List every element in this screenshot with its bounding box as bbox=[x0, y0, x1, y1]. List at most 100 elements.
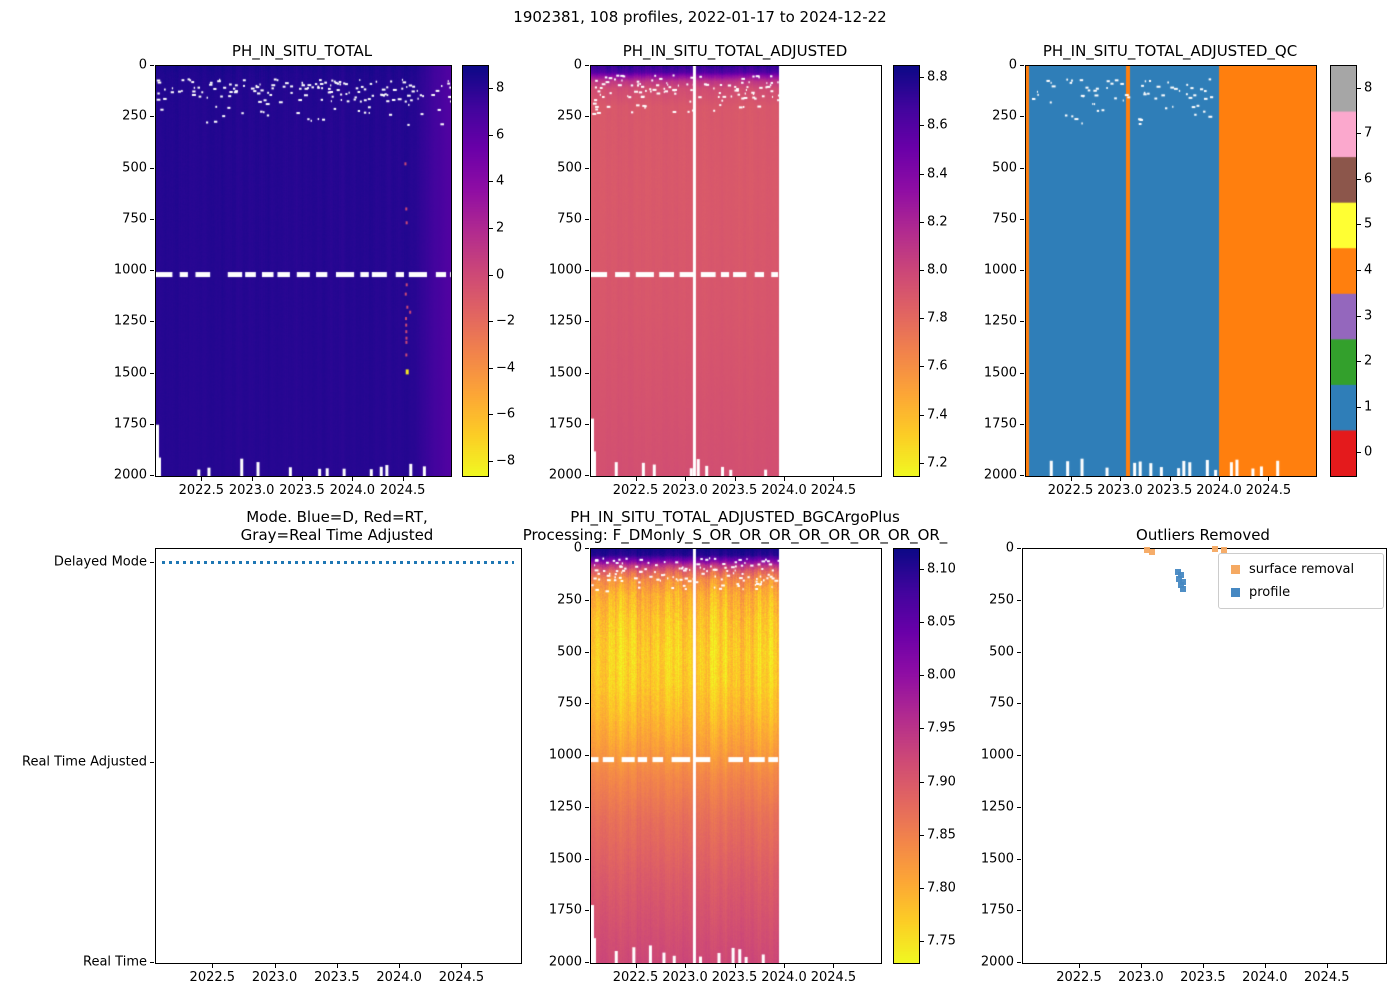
y-tick bbox=[1020, 423, 1024, 425]
bgc-colorbar-gradient bbox=[894, 549, 919, 963]
x-tick bbox=[1268, 477, 1270, 481]
outlier-point bbox=[1212, 546, 1219, 553]
colorbar-tick-label: 2 bbox=[496, 220, 505, 236]
ph-adjusted-colorbar-gradient bbox=[894, 66, 919, 476]
colorbar-tick-label: 8.4 bbox=[927, 166, 948, 182]
surface-removal-marker bbox=[1231, 565, 1240, 574]
colorbar-tick bbox=[1357, 133, 1361, 135]
colorbar-tick bbox=[920, 834, 924, 836]
outlier-point bbox=[1149, 548, 1156, 555]
y-tick-label: 0 bbox=[573, 57, 582, 73]
x-tick bbox=[461, 964, 463, 968]
x-tick-label: 2024.5 bbox=[810, 483, 857, 498]
y-tick bbox=[585, 372, 589, 374]
x-tick bbox=[251, 477, 253, 481]
y-tick bbox=[585, 651, 589, 653]
outlier-point bbox=[1180, 586, 1187, 593]
title-qc: PH_IN_SITU_TOTAL_ADJUSTED_QC bbox=[1042, 42, 1298, 60]
y-tick bbox=[585, 703, 589, 705]
y-tick bbox=[585, 167, 589, 169]
x-tick-label: 2023.5 bbox=[1180, 970, 1226, 985]
colorbar-tick-label: 8.10 bbox=[927, 561, 956, 577]
legend: surface removal profile bbox=[1218, 553, 1384, 609]
mode-category-label: Real Time Adjusted bbox=[22, 754, 147, 770]
colorbar-tick bbox=[489, 321, 493, 323]
y-tick bbox=[150, 321, 154, 323]
colorbar-tick-label: 8 bbox=[1364, 80, 1373, 96]
colorbar-tick-label: 7.90 bbox=[927, 774, 956, 790]
colorbar-tick bbox=[489, 461, 493, 463]
colorbar-tick bbox=[489, 228, 493, 230]
x-tick bbox=[833, 477, 835, 481]
colorbar-tick-label: −4 bbox=[496, 360, 516, 376]
colorbar-tick bbox=[1357, 87, 1361, 89]
colorbar-tick bbox=[1357, 361, 1361, 363]
legend-label-surface-removal: surface removal bbox=[1249, 562, 1355, 577]
y-tick bbox=[1020, 372, 1024, 374]
x-tick bbox=[1070, 477, 1072, 481]
y-tick-label: 750 bbox=[557, 211, 582, 227]
colorbar-tick-label: 7.4 bbox=[927, 407, 948, 423]
outlier-point bbox=[1144, 546, 1151, 553]
y-tick-label: 1000 bbox=[983, 262, 1017, 278]
colorbar-tick-label: 7.95 bbox=[927, 720, 956, 736]
title-bgc-line1: PH_IN_SITU_TOTAL_ADJUSTED_BGCArgoPlus bbox=[570, 508, 900, 526]
colorbar-tick-label: 6 bbox=[496, 127, 505, 143]
y-tick bbox=[1020, 116, 1024, 118]
x-tick bbox=[1264, 964, 1266, 968]
colorbar-tick-label: 8 bbox=[496, 80, 505, 96]
y-tick-label: 1500 bbox=[983, 365, 1017, 380]
y-tick bbox=[1017, 599, 1021, 601]
y-tick bbox=[1020, 321, 1024, 323]
mode-y-tick bbox=[150, 562, 154, 564]
colorbar-tick-label: −8 bbox=[496, 453, 516, 469]
x-tick bbox=[1120, 477, 1122, 481]
x-tick-label: 2023.5 bbox=[711, 483, 758, 498]
x-tick bbox=[783, 964, 785, 968]
x-tick-label: 2024.5 bbox=[438, 970, 485, 985]
y-tick bbox=[150, 167, 154, 169]
colorbar-tick-label: 8.8 bbox=[927, 69, 948, 85]
y-tick-label: 1750 bbox=[548, 902, 582, 918]
colorbar-bgc bbox=[893, 548, 920, 964]
y-tick-label: 750 bbox=[557, 695, 582, 711]
colorbar-tick-label: 6 bbox=[1364, 171, 1373, 187]
colorbar-tick-label: 8.0 bbox=[927, 262, 948, 278]
colorbar-tick bbox=[920, 125, 924, 127]
qc-heatmap bbox=[1026, 66, 1316, 476]
y-tick-label: 500 bbox=[122, 160, 147, 175]
x-tick-label: 2023.0 bbox=[228, 483, 275, 498]
x-tick-label: 2023.0 bbox=[251, 970, 298, 985]
y-tick bbox=[585, 755, 589, 756]
x-tick bbox=[399, 964, 401, 968]
y-tick bbox=[585, 218, 589, 220]
colorbar-tick-label: 7.75 bbox=[927, 933, 956, 949]
legend-item-profile: profile bbox=[1231, 585, 1371, 600]
colorbar-tick-label: 4 bbox=[496, 173, 505, 189]
colorbar-ph-raw bbox=[462, 65, 489, 477]
legend-label-profile: profile bbox=[1249, 585, 1291, 600]
ph-raw-heatmap bbox=[156, 66, 451, 476]
colorbar-tick-label: 2 bbox=[1364, 353, 1373, 369]
y-tick bbox=[585, 806, 589, 808]
x-tick bbox=[274, 964, 276, 968]
y-tick-label: 2000 bbox=[983, 467, 1017, 483]
colorbar-tick bbox=[489, 414, 493, 416]
y-tick-label: 1250 bbox=[113, 313, 147, 329]
y-tick-label: 1000 bbox=[113, 262, 147, 278]
x-tick-label: 2022.5 bbox=[612, 483, 659, 498]
colorbar-tick bbox=[920, 728, 924, 730]
colorbar-tick-label: 8.00 bbox=[927, 667, 956, 683]
mode-category-label: Delayed Mode bbox=[53, 554, 147, 570]
y-tick-label: 1750 bbox=[980, 902, 1014, 918]
y-tick-label: 2000 bbox=[548, 467, 582, 483]
colorbar-qc bbox=[1330, 65, 1357, 477]
y-tick bbox=[1017, 806, 1021, 808]
y-tick-label: 500 bbox=[557, 160, 582, 175]
x-tick-label: 2022.5 bbox=[178, 483, 225, 498]
delayed-mode-line bbox=[162, 561, 514, 565]
colorbar-tick bbox=[1357, 178, 1361, 180]
colorbar-tick bbox=[920, 270, 924, 271]
colorbar-tick-label: 5 bbox=[1364, 216, 1373, 232]
